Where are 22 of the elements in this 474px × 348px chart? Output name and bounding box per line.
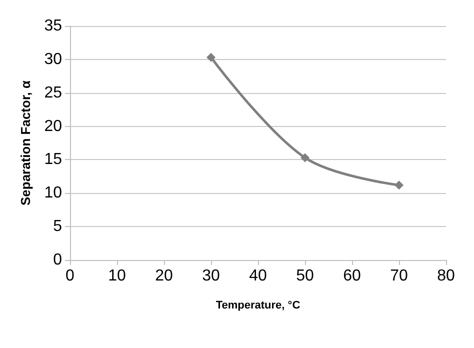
y-tick-label: 10 (44, 184, 62, 202)
y-tick-label: 5 (53, 218, 62, 236)
y-tick-label: 25 (44, 84, 62, 102)
y-tick-label: 30 (44, 50, 62, 68)
y-tick-label: 0 (53, 252, 62, 268)
point (394, 180, 404, 190)
x-tick-label: 60 (343, 268, 361, 284)
point (300, 153, 310, 162)
x-tick-label: 0 (66, 268, 75, 284)
x-tick-label: 10 (108, 268, 126, 284)
x-tick-label: 30 (202, 268, 220, 284)
y-axis-title: Separation Factor, α (18, 80, 33, 206)
x-tick-label: 70 (390, 268, 408, 284)
y-tick-label: 15 (44, 151, 62, 168)
x-tick-label: 20 (155, 268, 173, 284)
y-tick-label: 35 (44, 18, 62, 34)
point (206, 52, 216, 62)
x-tick-label: 80 (437, 268, 455, 284)
y-tick-label: 20 (44, 118, 62, 135)
x-axis-title: Temperature, °C (216, 300, 300, 312)
x-tick-label: 40 (249, 268, 267, 284)
x-tick-label: 50 (296, 268, 314, 284)
